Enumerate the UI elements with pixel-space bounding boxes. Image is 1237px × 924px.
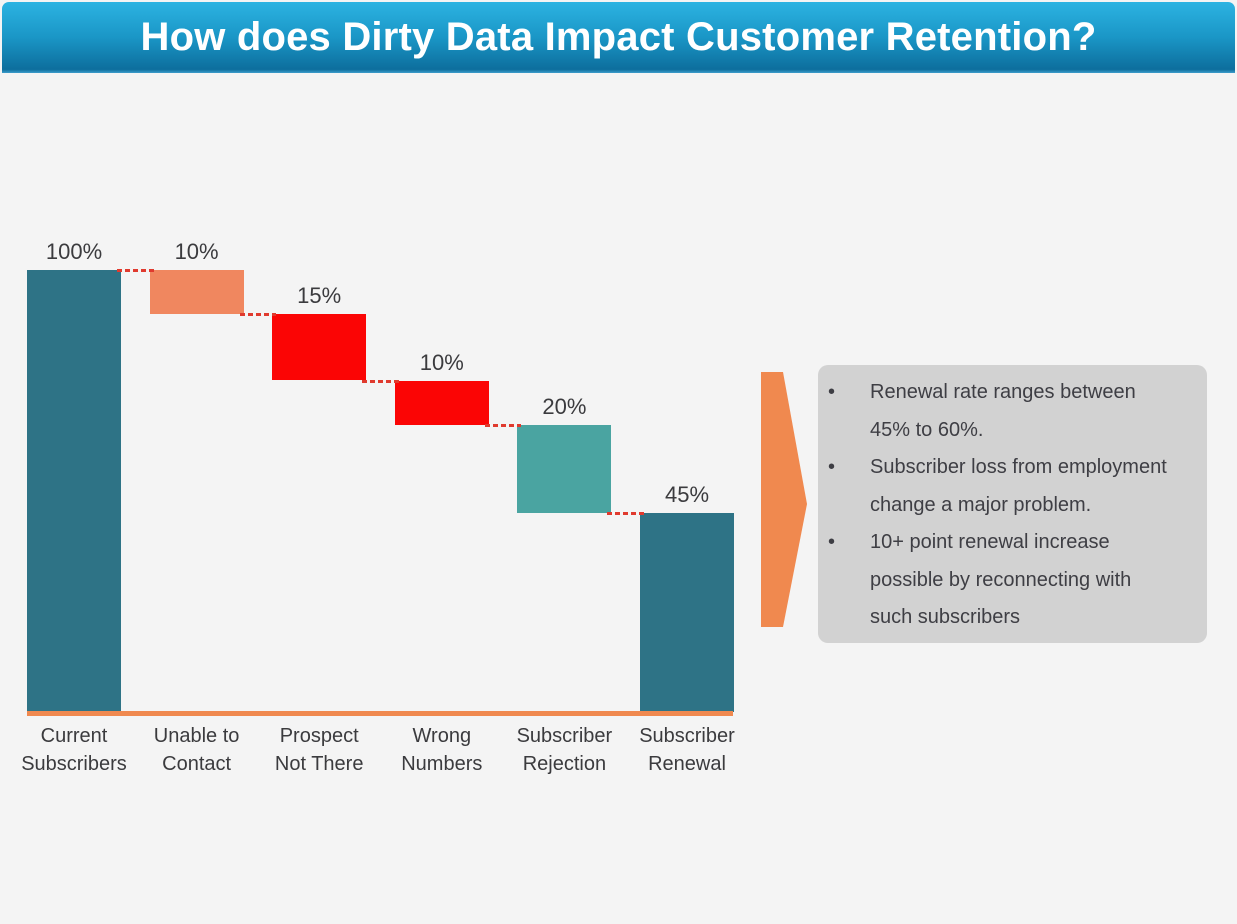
bar-value-label: 20% bbox=[542, 393, 587, 419]
category-label: Subscriber Renewal bbox=[639, 725, 735, 775]
connector-line bbox=[484, 423, 522, 427]
page-title: How does Dirty Data Impact Customer Rete… bbox=[140, 15, 1097, 59]
callout-bullet-item: Renewal rate ranges between 45% to 60%. bbox=[818, 374, 1179, 449]
waterfall-bar-2 bbox=[149, 270, 244, 315]
bar-value-label: 10% bbox=[174, 239, 219, 264]
connector-line bbox=[117, 269, 154, 272]
waterfall-bar-5 bbox=[517, 424, 612, 514]
bar-value-label: 10% bbox=[419, 349, 464, 375]
category-label: Subscriber Rejection bbox=[516, 725, 613, 775]
bar-value-label: 45% bbox=[664, 482, 710, 508]
callout-bullet-list: Renewal rate ranges between 45% to 60%.S… bbox=[818, 374, 1179, 637]
category-label: Prospect Not There bbox=[274, 725, 364, 775]
connector-line bbox=[362, 379, 399, 383]
waterfall-bar-3 bbox=[272, 314, 367, 381]
chart-baseline bbox=[27, 711, 734, 716]
waterfall-bar-1 bbox=[27, 270, 121, 712]
category-label: Current Subscribers bbox=[21, 725, 127, 775]
category-label: Unable to Contact bbox=[153, 725, 240, 775]
callout-bullet-item: 10+ point renewal increase possible by r… bbox=[818, 524, 1179, 637]
category-label: Wrong Numbers bbox=[401, 725, 483, 775]
connector-line bbox=[607, 512, 644, 516]
callout-arrow-icon bbox=[761, 372, 807, 627]
bar-value-label: 15% bbox=[297, 283, 342, 309]
callout-box: Renewal rate ranges between 45% to 60%.S… bbox=[818, 365, 1207, 643]
connector-line bbox=[239, 313, 277, 317]
bar-value-label: 100% bbox=[45, 239, 103, 264]
waterfall-bar-4 bbox=[394, 380, 489, 425]
callout-bullet-item: Subscriber loss from employment change a… bbox=[818, 449, 1179, 524]
header-banner: How does Dirty Data Impact Customer Rete… bbox=[2, 2, 1235, 73]
waterfall-bar-6 bbox=[640, 513, 734, 712]
